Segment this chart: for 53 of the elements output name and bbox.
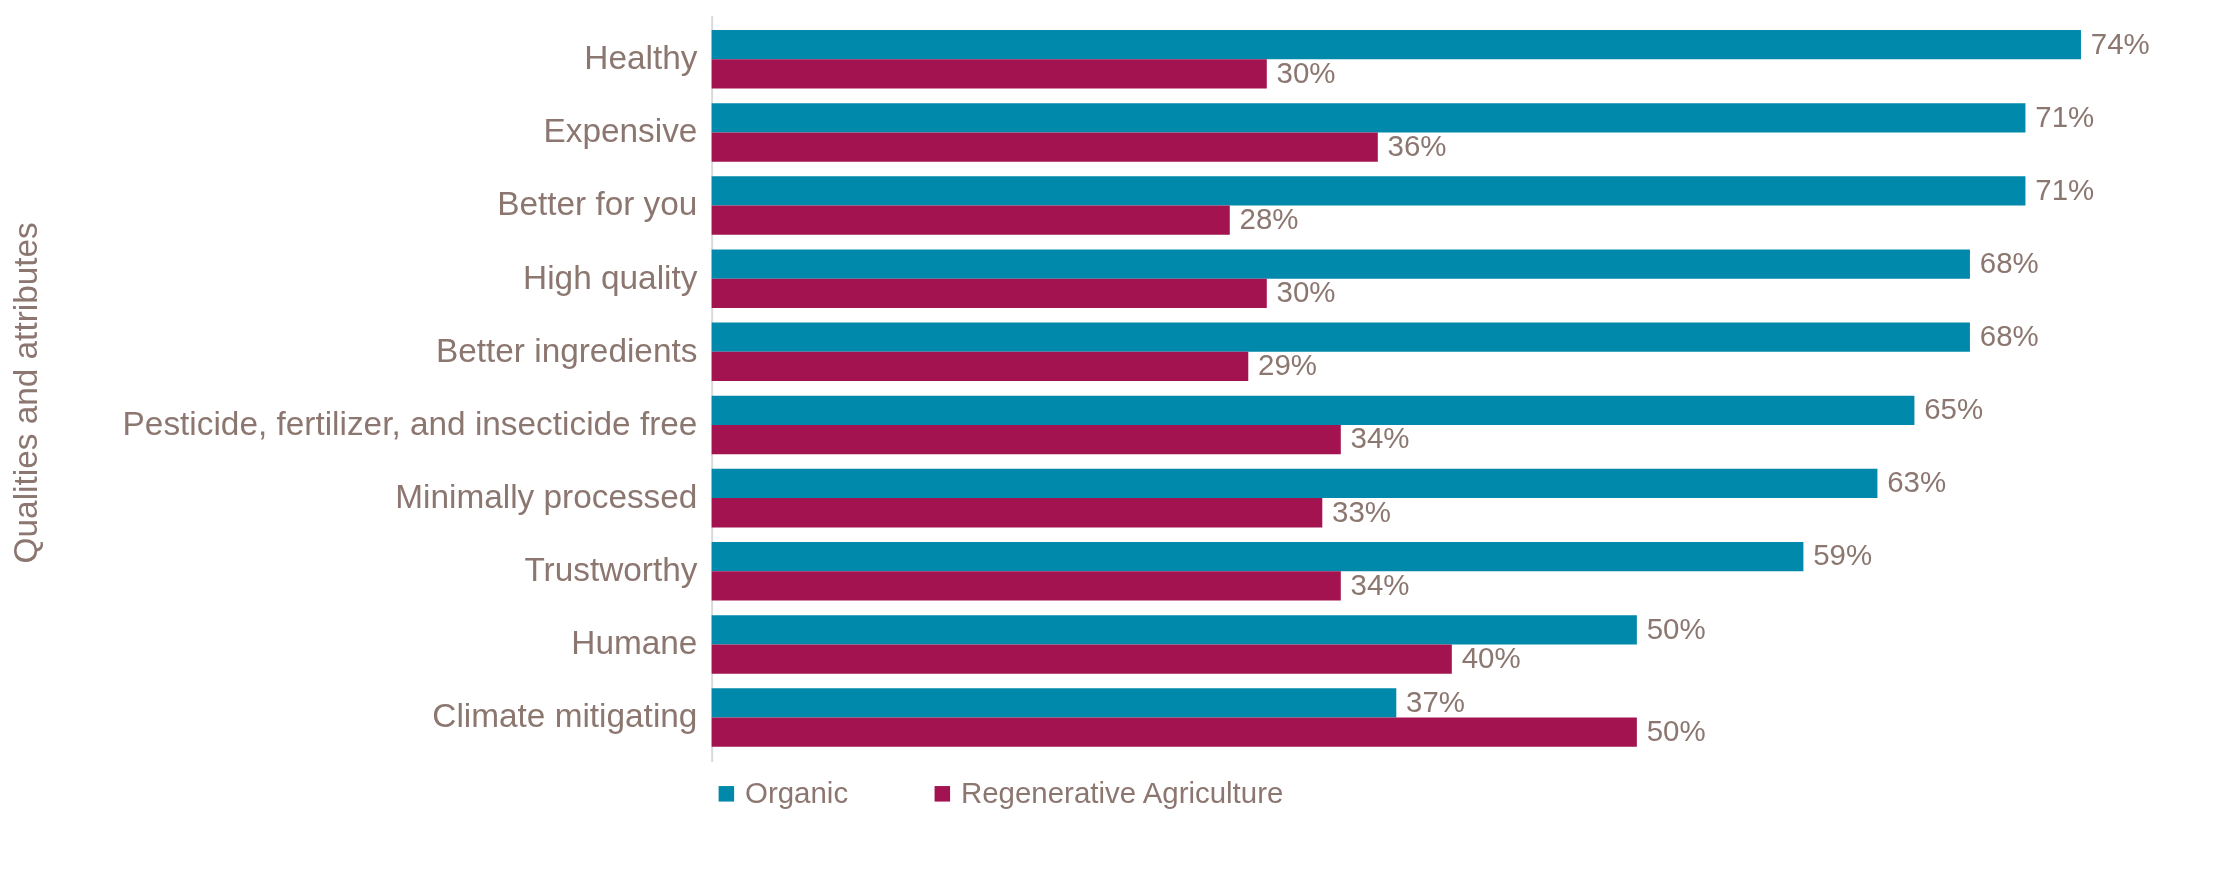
bar xyxy=(711,176,2026,206)
bar xyxy=(711,249,1970,279)
data-label: 71% xyxy=(2035,99,2095,133)
data-label: 37% xyxy=(1406,684,1466,718)
bar xyxy=(711,205,1230,235)
bar xyxy=(711,103,2026,133)
legend-label: Organic xyxy=(745,775,849,809)
data-label: 34% xyxy=(1350,421,1410,455)
bar xyxy=(711,424,1341,455)
y-tick-label: Healthy xyxy=(584,39,698,77)
data-label: 30% xyxy=(1276,55,1336,89)
bar xyxy=(711,615,1637,645)
y-tick-label: Better for you xyxy=(497,185,698,223)
y-tick-label: Pesticide, fertilizer, and insecticide free xyxy=(122,404,698,442)
legend-label: Regenerative Agriculture xyxy=(960,775,1284,809)
data-label: 50% xyxy=(1646,714,1706,747)
y-tick-label: Expensive xyxy=(543,112,698,150)
y-tick-label: High quality xyxy=(523,258,698,296)
data-label: 33% xyxy=(1332,494,1392,528)
data-label: 40% xyxy=(1461,640,1521,674)
data-label: 63% xyxy=(1887,465,1947,499)
data-label: 71% xyxy=(2035,172,2095,206)
bar xyxy=(711,322,1970,352)
y-tick-label: Minimally processed xyxy=(395,477,698,515)
data-label: 28% xyxy=(1239,202,1299,236)
data-label: 68% xyxy=(1979,245,2039,279)
data-label: 36% xyxy=(1387,128,1447,162)
bar xyxy=(711,132,1378,162)
y-axis-title: Qualities and attributes xyxy=(6,222,44,564)
data-label: 59% xyxy=(1813,538,1873,572)
bar xyxy=(711,278,1267,308)
bar xyxy=(711,498,1323,528)
bar xyxy=(711,542,1804,572)
data-label: 50% xyxy=(1646,611,1706,645)
bar xyxy=(711,571,1341,601)
bar xyxy=(711,468,1878,499)
data-label: 30% xyxy=(1276,275,1336,309)
data-label: 74% xyxy=(2090,26,2150,60)
bar xyxy=(711,688,1397,718)
data-label: 34% xyxy=(1350,567,1410,601)
y-tick-label: Humane xyxy=(571,624,698,662)
bar xyxy=(711,717,1637,747)
y-tick-label: Trustworthy xyxy=(524,551,698,589)
data-label: 29% xyxy=(1258,348,1318,382)
bar xyxy=(711,59,1267,89)
data-label: 65% xyxy=(1924,392,1984,426)
bar xyxy=(711,644,1452,674)
bar xyxy=(711,351,1249,382)
data-label: 68% xyxy=(1979,319,2039,353)
y-tick-label: Climate mitigating xyxy=(432,697,698,735)
bar xyxy=(711,395,1915,425)
y-tick-label: Better ingredients xyxy=(435,331,698,369)
bar xyxy=(711,30,2081,60)
